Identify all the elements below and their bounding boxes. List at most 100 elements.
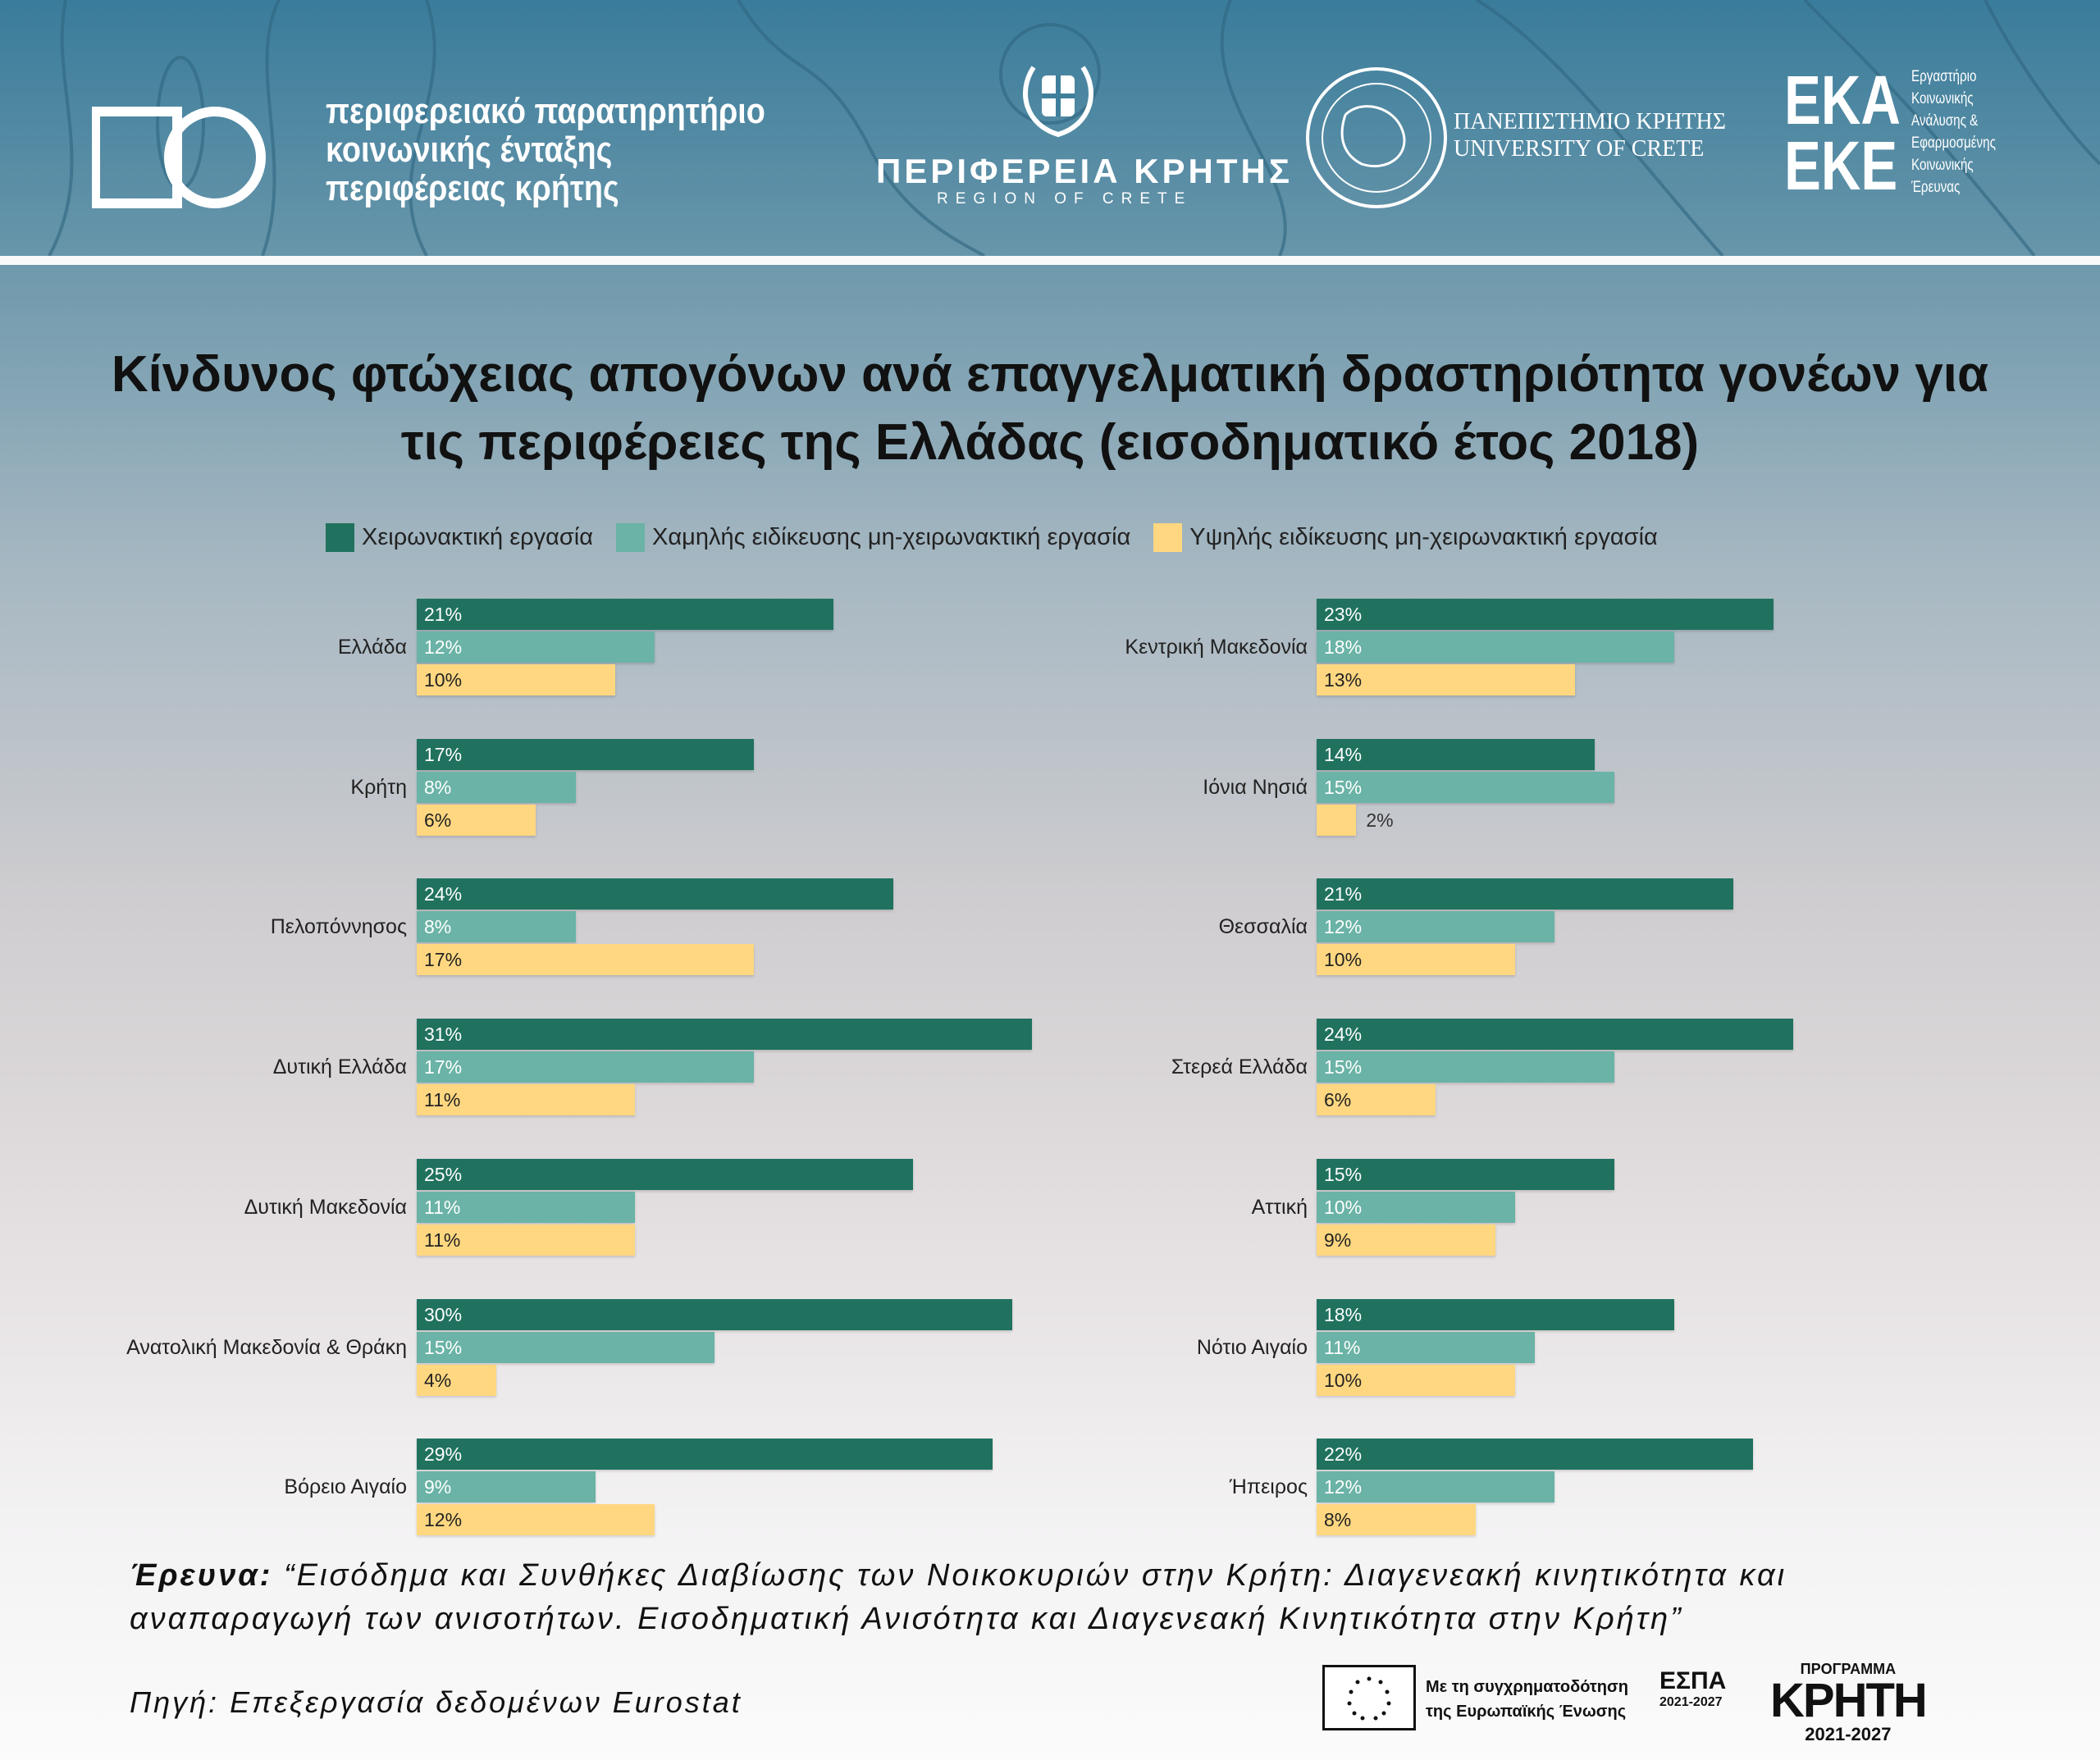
- bar: [417, 1158, 913, 1190]
- bar: [1317, 1224, 1495, 1256]
- category-label: Ελλάδα: [337, 636, 407, 659]
- bar-value-label: 22%: [1324, 1443, 1363, 1466]
- program-kriti-logo: ΠΡΟΓΡΑΜΜΑ ΚΡΗΤΗ 2021-2027: [1770, 1661, 1928, 1745]
- bar-value-label: 9%: [424, 1476, 452, 1498]
- eu-text-line: Με τη συγχρηματοδότηση: [1426, 1678, 1628, 1696]
- bar: [1317, 1298, 1674, 1330]
- eka-subtitle: Εργαστήριο Κοινωνικής Ανάλυσης & Εφαρμοσ…: [1911, 66, 1996, 198]
- category-label: Στερεά Ελλάδα: [1171, 1056, 1308, 1079]
- bar-value-label: 17%: [424, 743, 463, 765]
- bar-value-label: 11%: [424, 1196, 461, 1218]
- program-years: 2021-2027: [1805, 1724, 1892, 1744]
- legend-swatch: [616, 523, 645, 552]
- source-note: Πηγή: Επεξεργασία δεδομένων Eurostat: [130, 1685, 742, 1719]
- espa-logo: ΕΣΠΑ 2021-2027: [1659, 1669, 1726, 1712]
- bar-value-label: 10%: [1324, 1196, 1363, 1218]
- bar-value-label: 2%: [1366, 809, 1394, 831]
- bar: [1317, 1158, 1614, 1190]
- bar-value-label: 17%: [424, 1056, 463, 1078]
- bar: [1317, 944, 1515, 976]
- bar-value-label: 13%: [1324, 669, 1363, 691]
- category-label: Δυτική Ελλάδα: [272, 1056, 407, 1079]
- eka-line: Έρευνας: [1911, 179, 1961, 196]
- category-label: Πελοπόννησος: [270, 915, 407, 939]
- bar: [417, 738, 755, 770]
- eka-line: Κοινωνικής: [1911, 157, 1974, 174]
- legend-item-manual: Χειρωνακτική εργασία: [326, 523, 593, 552]
- observatory-logo-icon: [92, 107, 266, 208]
- bar-value-label: 6%: [424, 809, 452, 831]
- bar-value-label: 24%: [424, 883, 463, 905]
- bar-value-label: 30%: [424, 1303, 463, 1325]
- header-banner: περιφερειακό παρατηρητήριο κοινωνικής έν…: [0, 0, 2100, 256]
- bar: [1317, 738, 1595, 770]
- bar-value-label: 15%: [424, 1336, 463, 1358]
- bar-value-label: 18%: [1324, 636, 1363, 658]
- bar-value-label: 15%: [1324, 776, 1363, 798]
- bar: [1317, 1019, 1793, 1051]
- legend-item-low-skill: Χαμηλής ειδίκευσης μη-χειρωνακτική εργασ…: [616, 523, 1130, 552]
- chart-title-line: τις περιφέρειες της Ελλάδας (εισοδηματικ…: [400, 414, 1700, 471]
- eu-flag-icon: [1322, 1665, 1416, 1730]
- research-text: “Εισόδημα και Συνθήκες Διαβίωσης των Νοι…: [130, 1558, 1787, 1636]
- bar: [1317, 1084, 1436, 1116]
- region-subtitle: REGION OF CRETE: [937, 190, 1193, 207]
- bar-value-label: 21%: [1324, 883, 1363, 905]
- university-name-greek: ΠΑΝΕΠΙΣΤΗΜΙΟ ΚΡΗΤΗΣ: [1454, 109, 1727, 135]
- legend-item-high-skill: Υψηλής ειδίκευσης μη-χειρωνακτική εργασί…: [1153, 523, 1658, 552]
- program-label: ΠΡΟΓΡΑΜΜΑ: [1800, 1661, 1897, 1677]
- bar: [1317, 1191, 1515, 1223]
- bar-value-label: 11%: [1324, 1336, 1361, 1358]
- bar-value-label: 11%: [424, 1229, 461, 1251]
- bar: [417, 878, 893, 910]
- bar: [417, 911, 576, 943]
- eka-line: Εφαρμοσμένης: [1911, 135, 1996, 152]
- observatory-line: κοινωνικής ένταξης: [326, 130, 613, 170]
- university-seal-icon: [1306, 67, 1447, 208]
- bar-value-label: 21%: [424, 604, 463, 625]
- bar: [1317, 878, 1734, 910]
- bar-value-label: 11%: [424, 1089, 461, 1111]
- bar-value-label: 9%: [1324, 1229, 1352, 1251]
- eka-line: Κοινωνικής: [1911, 90, 1974, 107]
- eka-line: Εργαστήριο: [1911, 68, 1977, 85]
- bar-value-label: 31%: [424, 1024, 463, 1046]
- legend-label: Χειρωνακτική εργασία: [362, 524, 593, 550]
- bar: [417, 1504, 655, 1536]
- bar: [1317, 599, 1774, 630]
- eu-text-line: της Ευρωπαϊκής Ένωσης: [1426, 1703, 1627, 1721]
- program-name: ΚΡΗΤΗ: [1770, 1674, 1928, 1727]
- bar: [417, 804, 536, 836]
- bar: [417, 1298, 1012, 1330]
- bar-value-label: 17%: [424, 949, 463, 971]
- bar: [1317, 632, 1674, 663]
- bar-value-label: 14%: [1324, 743, 1363, 765]
- bar: [1317, 1364, 1515, 1396]
- bar: [1317, 804, 1357, 836]
- bar: [417, 1019, 1033, 1051]
- bar: [1317, 1471, 1555, 1503]
- topographic-pattern: [48, 0, 2100, 256]
- bar: [417, 1364, 496, 1396]
- research-citation: Έρευνα: “Εισόδημα και Συνθήκες Διαβίωσης…: [130, 1554, 2016, 1641]
- legend-label: Υψηλής ειδίκευσης μη-χειρωνακτική εργασί…: [1189, 524, 1658, 550]
- legend-label: Χαμηλής ειδίκευσης μη-χειρωνακτική εργασ…: [652, 524, 1131, 550]
- bar: [1317, 664, 1575, 695]
- chart-title-line: Κίνδυνος φτώχειας απογόνων ανά επαγγελμα…: [111, 346, 1989, 403]
- bar-value-label: 24%: [1324, 1024, 1363, 1046]
- bar: [417, 771, 576, 803]
- category-label: Δυτική Μακεδονία: [244, 1195, 407, 1219]
- bar-value-label: 8%: [424, 776, 452, 798]
- bar: [1317, 771, 1614, 803]
- observatory-line: περιφέρειας κρήτης: [326, 168, 619, 208]
- bar: [417, 1051, 755, 1083]
- bar: [417, 1224, 636, 1256]
- bar: [1317, 1051, 1614, 1083]
- bar-value-label: 10%: [1324, 949, 1363, 971]
- eu-cofunding-text: Με τη συγχρηματοδότηση της Ευρωπαϊκής Έν…: [1426, 1675, 1628, 1724]
- eka-line: Ανάλυσης &: [1911, 112, 1979, 130]
- legend-swatch: [326, 523, 354, 552]
- bar-value-label: 15%: [1324, 1163, 1363, 1185]
- bar-value-label: 12%: [424, 1509, 463, 1531]
- bar-value-label: 15%: [1324, 1056, 1363, 1078]
